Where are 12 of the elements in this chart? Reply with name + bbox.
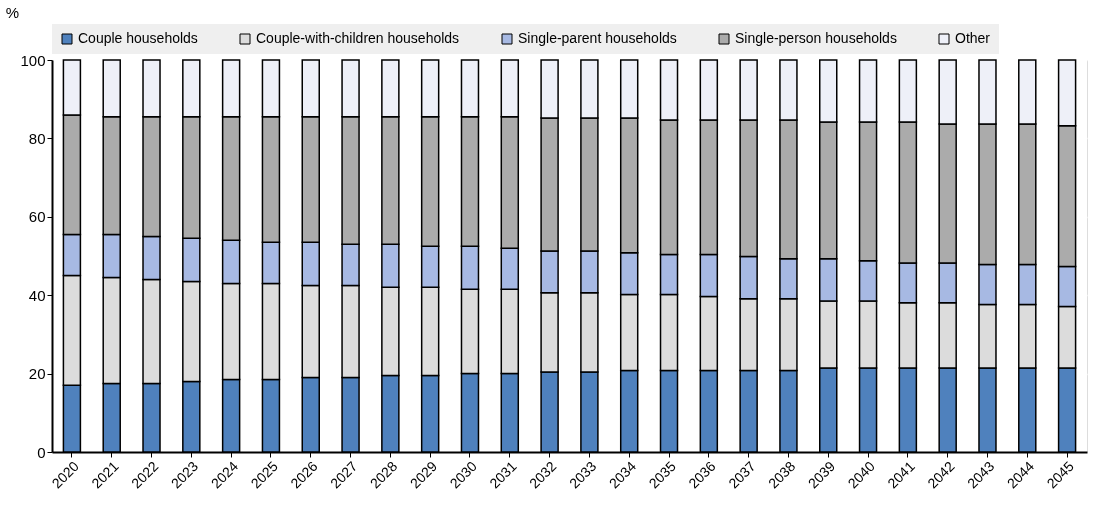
legend-label: Couple households xyxy=(78,30,198,46)
legend-label: Couple-with-children households xyxy=(256,30,460,46)
y-axis-title: % xyxy=(5,3,20,21)
y-tick-label: 80 xyxy=(28,129,46,147)
legend-label: Single-person households xyxy=(735,30,897,46)
y-tick-label: 60 xyxy=(28,208,46,226)
legend-label: Other xyxy=(955,30,991,46)
y-tick-label: 100 xyxy=(20,51,46,69)
y-tick-label: 40 xyxy=(28,286,46,304)
y-tick-label: 0 xyxy=(37,443,46,461)
y-tick-label: 20 xyxy=(28,365,46,383)
legend-label: Single-parent households xyxy=(518,30,677,46)
